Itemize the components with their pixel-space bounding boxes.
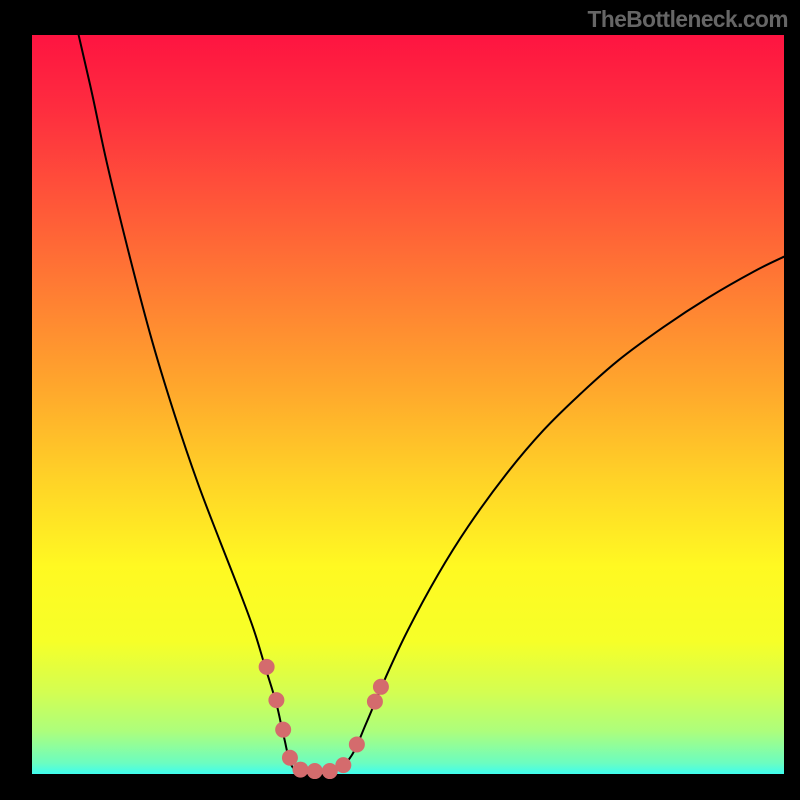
curve-marker [293,762,308,777]
curve-marker [282,750,297,765]
curve-marker [259,659,274,674]
curve-marker [322,764,337,779]
bottleneck-curve-chart [0,0,800,800]
chart-gradient-background [32,35,784,774]
curve-marker [336,758,351,773]
curve-marker [269,693,284,708]
curve-marker [276,722,291,737]
curve-marker [349,737,364,752]
watermark-text: TheBottleneck.com [588,6,788,33]
curve-marker [373,679,388,694]
curve-marker [307,764,322,779]
chart-container: TheBottleneck.com [0,0,800,800]
curve-marker [367,694,382,709]
